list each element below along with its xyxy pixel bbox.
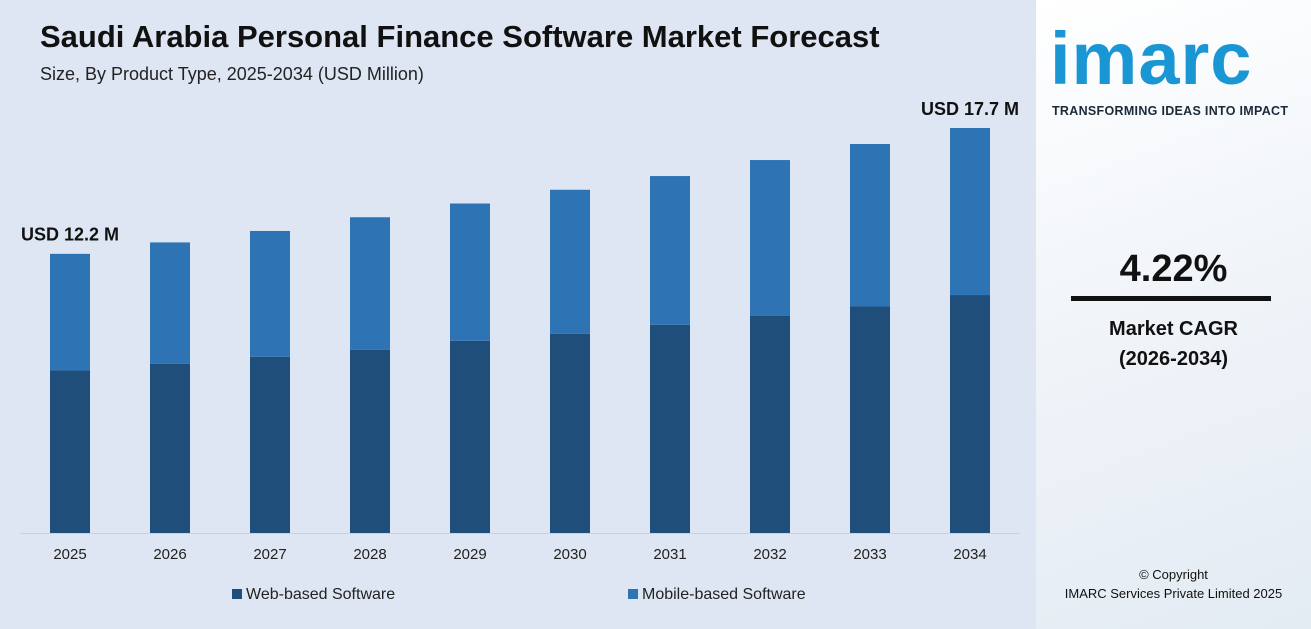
tagline: TRANSFORMING IDEAS INTO IMPACT bbox=[1052, 104, 1289, 118]
x-tick-label: 2032 bbox=[753, 546, 786, 563]
legend-label: Web-based Software bbox=[246, 586, 395, 603]
cagr-label: Market CAGR bbox=[1109, 318, 1238, 340]
bar-segment bbox=[750, 160, 790, 316]
x-tick-label: 2027 bbox=[253, 546, 286, 563]
bar-segment bbox=[950, 295, 990, 533]
x-tick-label: 2034 bbox=[953, 546, 986, 563]
bar-segment bbox=[650, 324, 690, 533]
divider bbox=[1071, 296, 1271, 301]
company: IMARC Services Private Limited 2025 bbox=[1064, 586, 1283, 601]
bar-segment bbox=[650, 176, 690, 325]
total-label: USD 17.7 M bbox=[921, 99, 1019, 119]
bar-segment bbox=[150, 363, 190, 533]
x-tick-label: 2025 bbox=[53, 546, 86, 563]
bar-segment bbox=[950, 128, 990, 296]
x-tick-label: 2026 bbox=[153, 546, 186, 563]
bar-segment bbox=[750, 315, 790, 533]
chart: Saudi Arabia Personal Finance Software M… bbox=[0, 0, 1036, 629]
bar-segment bbox=[550, 189, 590, 334]
legend-label: Mobile-based Software bbox=[642, 586, 806, 603]
bar-segment bbox=[150, 242, 190, 364]
bar-segment bbox=[50, 370, 90, 533]
chart-title: Saudi Arabia Personal Finance Software M… bbox=[40, 19, 880, 54]
x-tick-label: 2033 bbox=[853, 546, 886, 563]
bar-segment bbox=[250, 230, 290, 357]
x-tick-label: 2028 bbox=[353, 546, 386, 563]
bar-segment bbox=[350, 349, 390, 533]
cagr-period: (2026-2034) bbox=[1119, 348, 1228, 370]
logo: imarc bbox=[1050, 17, 1253, 100]
bar-segment bbox=[450, 340, 490, 533]
bar-segment bbox=[350, 217, 390, 350]
bar-segment bbox=[50, 253, 90, 371]
bar-segment bbox=[850, 306, 890, 533]
x-tick-label: 2029 bbox=[453, 546, 486, 563]
total-label: USD 12.2 M bbox=[21, 225, 119, 245]
bar-segment bbox=[250, 356, 290, 533]
copyright: © Copyright bbox=[1139, 567, 1208, 582]
sidebar: imarc TRANSFORMING IDEAS INTO IMPACT 4.2… bbox=[1036, 0, 1311, 629]
legend-swatch bbox=[232, 589, 242, 599]
x-tick-label: 2031 bbox=[653, 546, 686, 563]
bar-segment bbox=[450, 203, 490, 341]
chart-subtitle: Size, By Product Type, 2025-2034 (USD Mi… bbox=[40, 64, 424, 84]
x-tick-label: 2030 bbox=[553, 546, 586, 563]
bar-segment bbox=[850, 144, 890, 307]
cagr-value: 4.22% bbox=[1119, 248, 1228, 290]
legend-swatch bbox=[628, 589, 638, 599]
bar-segment bbox=[550, 333, 590, 533]
